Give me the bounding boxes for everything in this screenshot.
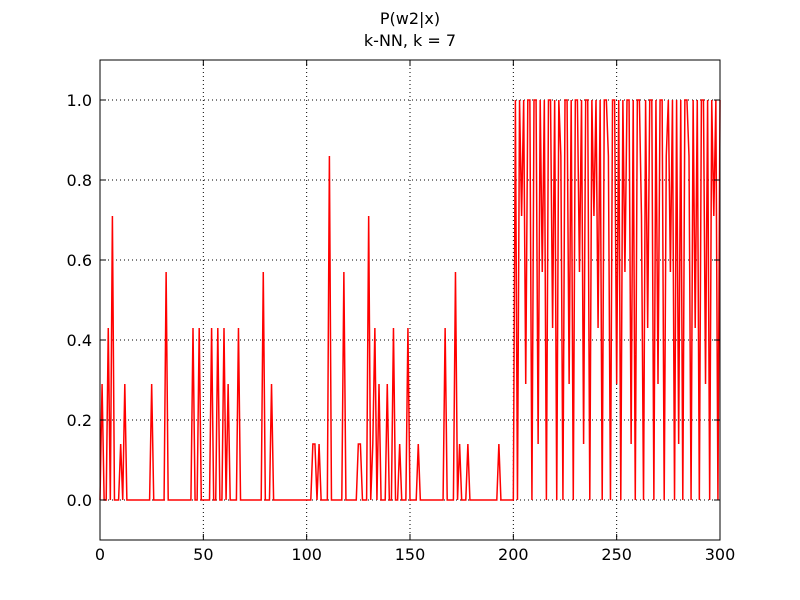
data-line (99, 99, 721, 501)
x-tick-label: 200 (498, 545, 529, 564)
x-tick-label: 50 (193, 545, 213, 564)
y-tick-label: 0.0 (67, 491, 92, 510)
chart-subtitle: k-NN, k = 7 (364, 31, 456, 50)
y-tick-label: 0.2 (67, 411, 92, 430)
chart-title: P(w2|x) (380, 9, 440, 28)
plot-area (99, 99, 721, 501)
y-tick-label: 1.0 (67, 91, 92, 110)
x-tick-label: 0 (95, 545, 105, 564)
x-tick-label: 300 (705, 545, 736, 564)
y-tick-label: 0.8 (67, 171, 92, 190)
x-tick-label: 250 (601, 545, 632, 564)
x-tick-label: 150 (395, 545, 426, 564)
x-tick-label: 100 (291, 545, 322, 564)
y-tick-label: 0.4 (67, 331, 92, 350)
y-tick-label: 0.6 (67, 251, 92, 270)
